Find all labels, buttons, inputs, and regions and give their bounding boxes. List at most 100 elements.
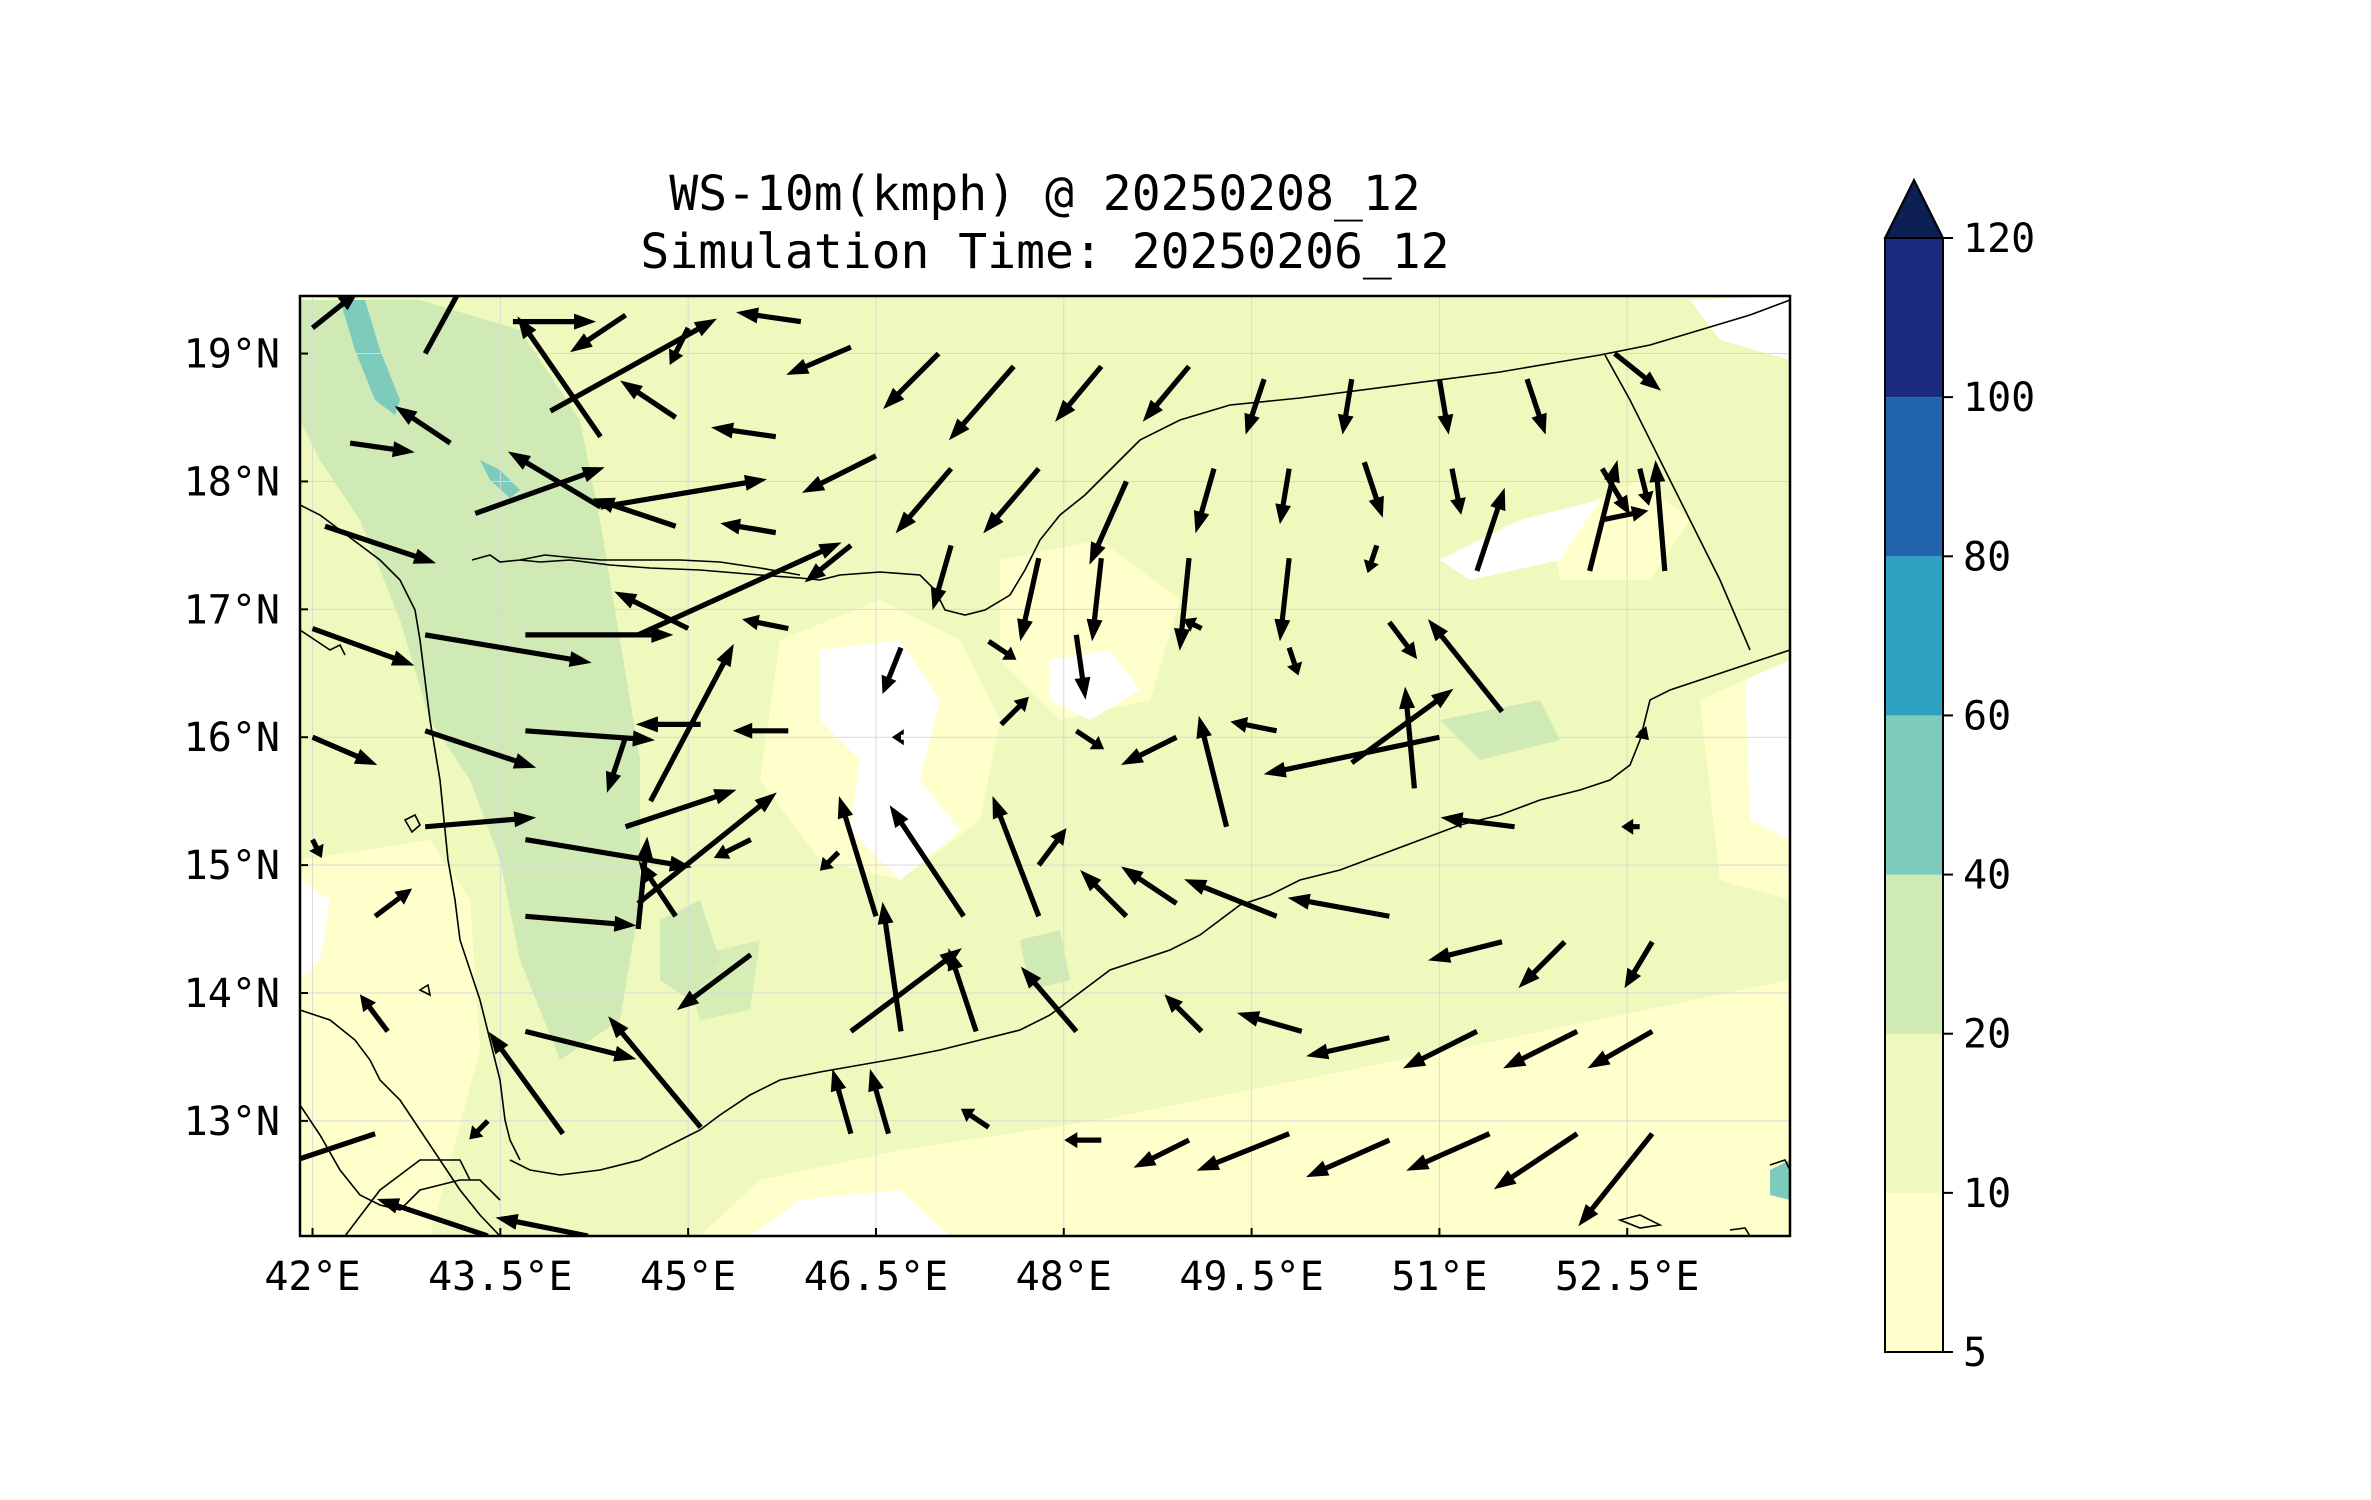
wind-arrow bbox=[592, 497, 677, 529]
wind-arrow bbox=[999, 696, 1029, 727]
lon-tick-label: 51°E bbox=[1391, 1254, 1487, 1300]
wind-arrow bbox=[424, 632, 592, 667]
wind-arrow bbox=[309, 838, 324, 858]
colorbar-tick-label: 80 bbox=[1963, 534, 2011, 580]
shading-20-40 bbox=[300, 300, 1560, 1060]
wind-arrow bbox=[1624, 940, 1655, 989]
wind-arrow bbox=[620, 380, 678, 420]
wind-arrow bbox=[1286, 646, 1303, 676]
wind-arrow bbox=[636, 792, 777, 906]
longitude-axis: 42°E 43.5°E 45°E 46.5°E 48°E 49.5°E 51°E 52.5°E bbox=[264, 1228, 1699, 1300]
wind-arrow bbox=[1196, 1131, 1291, 1171]
wind-arrow bbox=[877, 901, 904, 1032]
lat-tick-label: 17°N bbox=[184, 587, 280, 633]
wind-arrow bbox=[1244, 378, 1267, 435]
wind-arrow bbox=[1274, 557, 1292, 642]
wind-arrow bbox=[495, 1214, 589, 1236]
wind-arrow bbox=[635, 716, 701, 733]
wind-arrow bbox=[517, 316, 603, 439]
wind-arrow bbox=[1518, 940, 1567, 989]
wind-arrow bbox=[1337, 378, 1355, 435]
wind-arrow bbox=[889, 805, 966, 918]
borders bbox=[519, 299, 1790, 651]
wind-arrow bbox=[930, 544, 954, 611]
wind-arrow bbox=[804, 543, 853, 583]
coastlines bbox=[300, 504, 1790, 1236]
lon-tick-label: 52.5°E bbox=[1555, 1254, 1700, 1300]
lat-tick-label: 16°N bbox=[184, 715, 280, 761]
wind-arrow bbox=[1184, 879, 1278, 919]
wind-arrow bbox=[849, 948, 962, 1034]
title-line-2: Simulation Time: 20250206_12 bbox=[640, 224, 1449, 280]
wind-arrow bbox=[1524, 378, 1547, 435]
wind-arrow bbox=[676, 952, 753, 1011]
wind-arrow bbox=[508, 451, 602, 510]
lat-tick-label: 18°N bbox=[184, 459, 280, 505]
wind-arrow bbox=[512, 313, 597, 330]
lon-tick-label: 45°E bbox=[640, 1254, 736, 1300]
colorbar-tick-label: 60 bbox=[1963, 693, 2011, 739]
lat-tick-label: 14°N bbox=[184, 971, 280, 1017]
wind-arrow bbox=[638, 860, 678, 918]
colorbar-segment bbox=[1885, 238, 1943, 398]
wind-arrow bbox=[960, 1108, 991, 1130]
wind-arrow bbox=[637, 542, 842, 638]
lat-tick-label: 13°N bbox=[184, 1099, 280, 1145]
wind-arrow bbox=[525, 626, 674, 643]
wind-arrow bbox=[1089, 480, 1129, 565]
wind-arrow bbox=[570, 313, 627, 353]
colorbar-frame bbox=[1884, 237, 1944, 1353]
wind-arrow bbox=[474, 467, 605, 516]
lat-tick-label: 15°N bbox=[184, 843, 280, 889]
wind-arrow bbox=[525, 728, 655, 747]
wind-arrow bbox=[394, 406, 452, 446]
colorbar-segment bbox=[1885, 397, 1943, 557]
wind-arrow bbox=[1074, 728, 1105, 750]
lon-tick-label: 49.5°E bbox=[1179, 1254, 1324, 1300]
wind-arrow bbox=[1183, 617, 1203, 632]
wind-arrow bbox=[1634, 725, 1649, 741]
wind-arrow bbox=[1399, 686, 1417, 789]
wind-arrow bbox=[311, 734, 378, 765]
wind-arrow bbox=[1193, 467, 1217, 534]
lat-tick-label: 19°N bbox=[184, 332, 280, 378]
wind-arrow bbox=[1174, 557, 1192, 651]
wind-arrow bbox=[1474, 487, 1506, 572]
wind-arrow bbox=[376, 1198, 489, 1236]
wind-arrow bbox=[1064, 1132, 1102, 1149]
wind-arrow bbox=[1449, 468, 1466, 515]
wind-arrow bbox=[624, 789, 737, 830]
wind-arrow bbox=[1637, 468, 1654, 506]
wind-arrow bbox=[1406, 1131, 1491, 1171]
colorbar-segment bbox=[1885, 874, 1943, 1034]
wind-arrow bbox=[992, 796, 1042, 918]
colorbar-segment bbox=[1885, 715, 1943, 875]
wind-arrow bbox=[881, 646, 904, 694]
wind-arrow bbox=[891, 729, 904, 746]
wind-arrow bbox=[1164, 994, 1204, 1034]
wind-arrow bbox=[373, 888, 413, 919]
wind-arrow bbox=[608, 1016, 703, 1129]
wind-arrow bbox=[1020, 966, 1079, 1034]
colorbar-tick-label: 5 bbox=[1963, 1330, 1987, 1376]
wind-arrow bbox=[349, 440, 415, 458]
wind-arrow bbox=[1587, 460, 1620, 572]
wind-arrow bbox=[324, 523, 436, 564]
wind-arrow bbox=[1387, 620, 1418, 660]
wind-arrow bbox=[736, 307, 802, 325]
colorbar-segment bbox=[1885, 556, 1943, 716]
wind-arrow bbox=[983, 467, 1041, 534]
wind-arrow bbox=[524, 1028, 637, 1062]
wind-arrow bbox=[1142, 364, 1191, 422]
wind-arrow bbox=[1036, 828, 1067, 867]
wind-arrow bbox=[1428, 619, 1504, 714]
colorbar: 5 10 20 40 60 80 100 120 bbox=[1883, 177, 2035, 1376]
wind-arrow bbox=[1601, 506, 1649, 523]
wind-arrow bbox=[1363, 544, 1380, 574]
lon-tick-label: 42°E bbox=[264, 1254, 360, 1300]
map-panel bbox=[300, 296, 1790, 1236]
wind-arrow bbox=[1121, 734, 1178, 765]
wind-arrow bbox=[1080, 870, 1129, 919]
colorbar-segment bbox=[1885, 1033, 1943, 1193]
wind-arrow bbox=[837, 796, 879, 917]
